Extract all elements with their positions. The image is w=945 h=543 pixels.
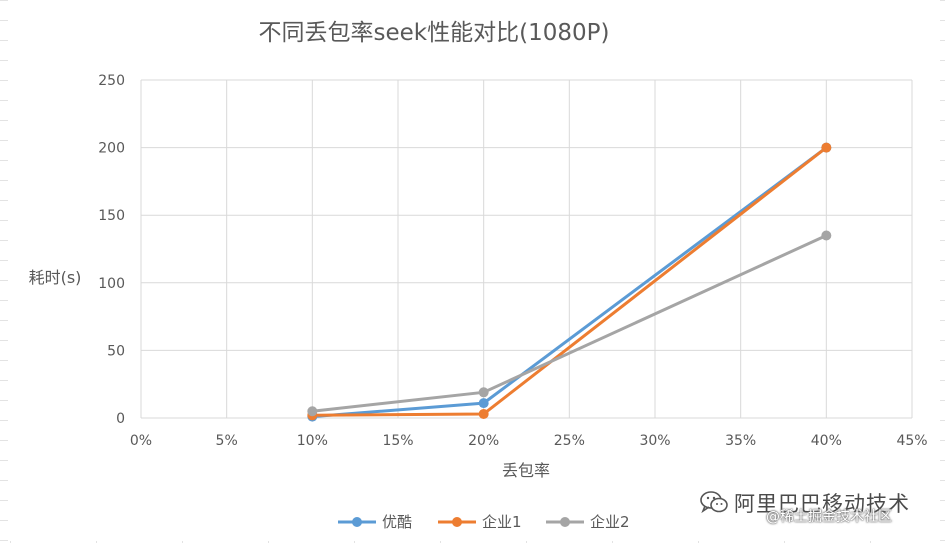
legend-label: 企业2 [590, 513, 630, 531]
x-tick-label: 5% [216, 433, 238, 449]
y-axis-label: 耗时(s) [29, 268, 82, 287]
legend-label: 企业1 [482, 513, 522, 531]
data-point [478, 408, 489, 419]
data-point [307, 406, 318, 417]
x-tick-label: 20% [468, 433, 499, 449]
x-axis-label: 丢包率 [502, 461, 550, 480]
legend-marker [452, 517, 462, 527]
vertical-gridlines [140, 80, 913, 418]
wechat-icon [700, 491, 728, 514]
legend-label: 优酷 [382, 513, 412, 531]
watermark: 阿里巴巴移动技术 @稀土掘金技术社区 [700, 488, 940, 538]
data-point [478, 398, 489, 409]
legend-marker [560, 517, 570, 527]
line-chart: 0% 5% 10% 15% 20% 25% 30% 35% 40% 45% 0 50 100 150 20… [29, 20, 928, 531]
x-tick-label: 40% [811, 433, 842, 449]
series-markers [307, 142, 832, 422]
legend: 优酷 企业1 企业2 [338, 513, 630, 531]
y-tick-label: 250 [98, 73, 125, 89]
x-tick-label: 45% [896, 433, 927, 449]
chart-title: 不同丢包率seek性能对比(1080P) [259, 20, 610, 46]
x-tick-label: 0% [130, 433, 152, 449]
watermark-account-name: 阿里巴巴移动技术 [734, 492, 910, 516]
x-tick-label: 10% [297, 433, 328, 449]
y-tick-label: 0 [116, 411, 125, 427]
x-tick-label: 30% [639, 433, 670, 449]
x-tick-label: 15% [382, 433, 413, 449]
x-tick-labels: 0% 5% 10% 15% 20% 25% 30% 35% 40% 45% [130, 433, 928, 449]
y-tick-label: 150 [98, 208, 125, 224]
data-point [478, 387, 489, 398]
legend-marker [352, 517, 362, 527]
x-tick-label: 35% [725, 433, 756, 449]
data-point [821, 230, 832, 241]
y-tick-label: 200 [98, 141, 125, 157]
y-tick-labels: 0 50 100 150 200 250 [98, 73, 125, 427]
chart-area[interactable]: 0% 5% 10% 15% 20% 25% 30% 35% 40% 45% 0 50 100 150 20… [8, 0, 940, 541]
y-tick-label: 100 [98, 276, 125, 292]
data-point [821, 142, 832, 153]
horizontal-gridlines [141, 79, 912, 419]
watermark-source: @稀土掘金技术社区 [766, 509, 892, 525]
y-tick-label: 50 [107, 343, 125, 359]
x-tick-label: 25% [554, 433, 585, 449]
